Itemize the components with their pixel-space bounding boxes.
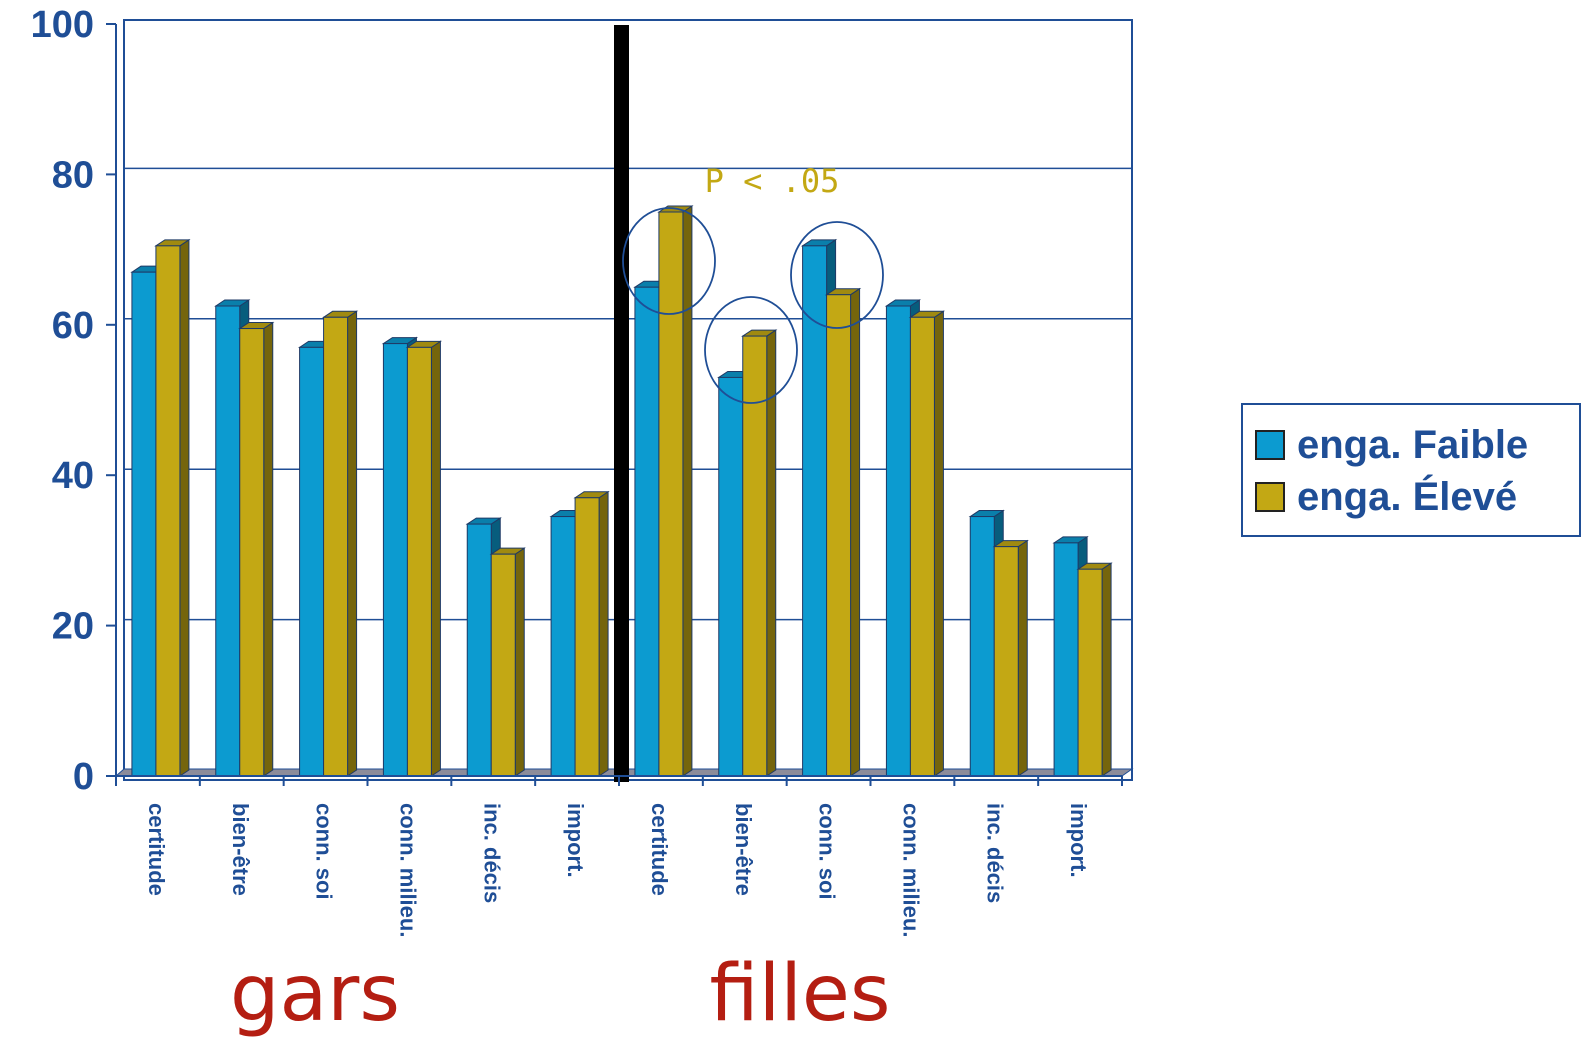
bar-side [347, 310, 358, 777]
bar-front [969, 516, 995, 777]
bar-side [682, 205, 693, 777]
x-tick-label: conn. soi [312, 803, 337, 900]
bar-front [299, 346, 325, 777]
bar-front [466, 523, 492, 777]
bars [130, 205, 1113, 777]
group-label: filles [709, 949, 890, 1039]
bar [741, 329, 778, 777]
bar-side [263, 321, 274, 777]
highlight-ellipse [622, 207, 716, 315]
annotations: gars filles P < .05 [230, 162, 891, 1039]
bar-front [993, 546, 1019, 777]
y-tick-label: 60 [52, 305, 94, 347]
legend-label-faible: enga. Faible [1297, 422, 1529, 467]
bar-front [131, 271, 157, 777]
legend: enga. Faible enga. Élevé [1241, 403, 1581, 537]
legend-label-eleve: enga. Élevé [1297, 474, 1518, 519]
y-tick-label: 0 [73, 756, 94, 798]
x-tick-label: bien-être [731, 803, 756, 896]
x-tick-label: certitude [647, 803, 672, 896]
x-tick-label: conn. milieu. [898, 803, 923, 937]
bar-front [323, 316, 349, 777]
bar-front [550, 516, 576, 777]
bar-side [1101, 562, 1112, 777]
bar-side [514, 547, 525, 777]
x-axis: certitude bien-être conn. soi conn. milieu.… [115, 775, 1123, 937]
bar-front [215, 305, 241, 777]
x-tick-label: inc. décis [479, 803, 504, 903]
bar-side [933, 310, 944, 777]
bar [405, 340, 443, 777]
legend-swatch-faible [1255, 430, 1285, 460]
bar [908, 310, 946, 777]
y-tick-label: 100 [31, 4, 94, 46]
y-tick-label: 20 [52, 606, 94, 648]
bar-front [909, 316, 935, 777]
bar-front [718, 376, 744, 777]
bar-front [802, 245, 828, 777]
bar [824, 287, 862, 777]
bar [573, 490, 610, 777]
bar-side [598, 490, 609, 777]
x-tick-label: import. [563, 803, 588, 878]
bar-side [430, 340, 441, 777]
y-axis: 0 20 40 60 80 100 [31, 4, 117, 798]
bar-side [850, 287, 861, 777]
y-tick-label: 40 [52, 455, 94, 497]
chart-plot: 0 20 40 60 80 100 certitude bien-être conn. soi… [31, 4, 1134, 1039]
bar-front [742, 335, 768, 777]
bar-front [490, 553, 516, 777]
bar [992, 539, 1029, 777]
bar-front [826, 294, 852, 777]
legend-item-eleve: enga. Élevé [1255, 471, 1579, 523]
bar-front [239, 328, 265, 777]
highlight-ellipse [790, 221, 884, 329]
group-label: gars [230, 949, 400, 1039]
x-tick-label: conn. milieu. [395, 803, 420, 937]
bar-front [155, 245, 181, 777]
x-tick-label: conn. soi [815, 803, 840, 900]
x-tick-label: inc. décis [982, 803, 1007, 903]
bar-front [574, 497, 600, 777]
bar [657, 205, 694, 777]
legend-item-faible: enga. Faible [1255, 419, 1579, 471]
bar-side [179, 238, 190, 777]
legend-swatch-eleve [1255, 482, 1285, 512]
bar [238, 321, 275, 777]
x-tick-label: bien-être [228, 803, 253, 896]
bar-front [1077, 568, 1103, 777]
bar-front [382, 343, 408, 777]
bar [489, 547, 526, 777]
y-tick-label: 80 [52, 154, 94, 196]
x-tick-label: certitude [144, 803, 169, 896]
bar-front [406, 346, 432, 777]
bar [321, 310, 359, 777]
significance-label: P < .05 [705, 162, 840, 200]
bar-front [1053, 542, 1079, 777]
bar-front [658, 211, 684, 777]
highlight-ellipse [704, 296, 798, 404]
bar [1076, 562, 1113, 777]
group-divider-bar [614, 25, 629, 782]
x-tick-label: import. [1066, 803, 1091, 878]
bar-side [1017, 539, 1028, 777]
bar-front [885, 305, 911, 777]
bar [154, 238, 191, 777]
bar-front [634, 286, 660, 777]
